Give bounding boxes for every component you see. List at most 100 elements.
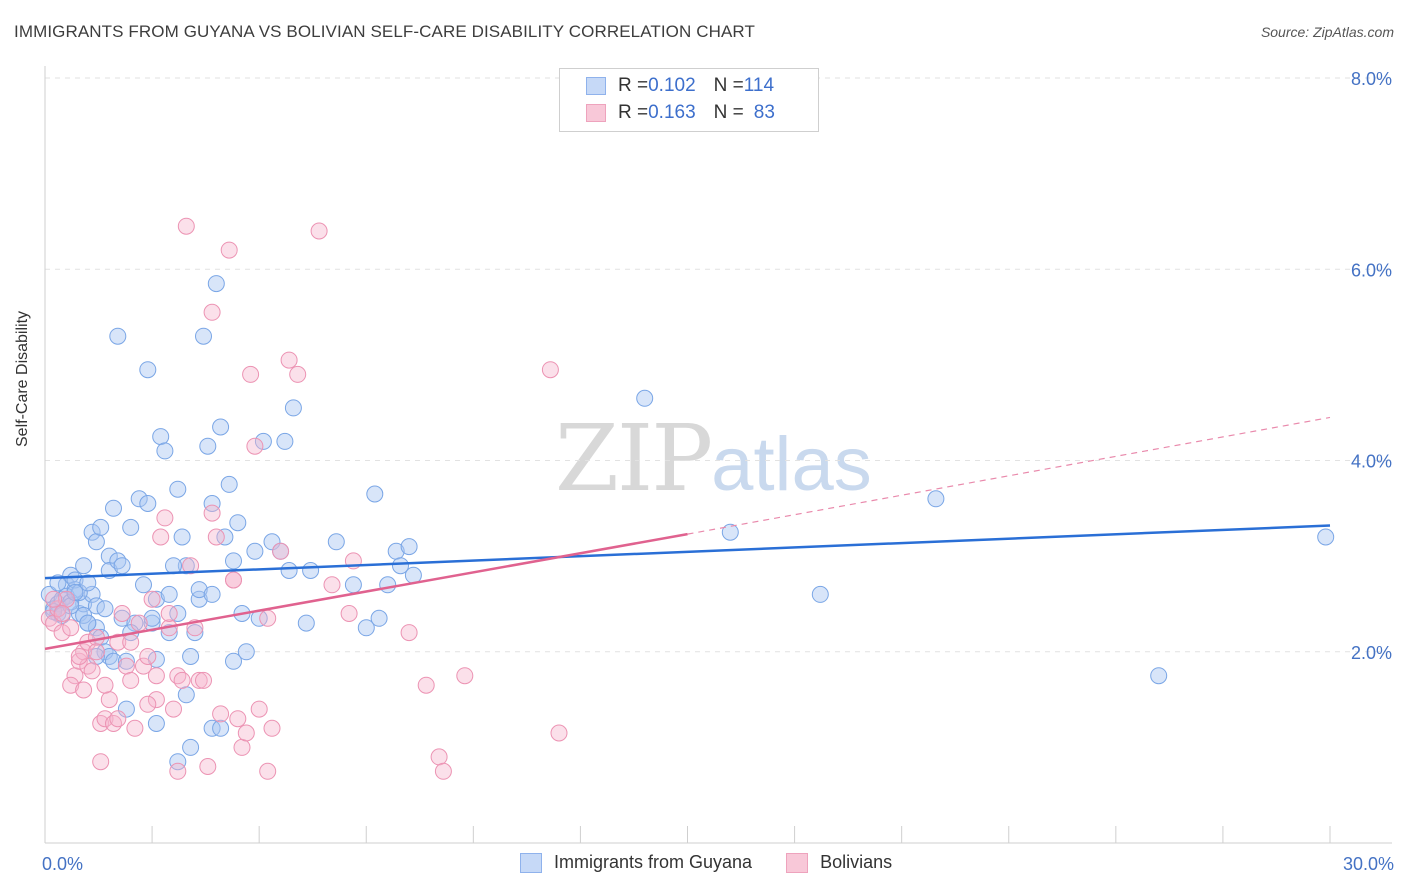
bolivian-point-81: [122, 633, 140, 651]
guyana-point-47: [186, 624, 204, 642]
legend-r-label-1: R =: [618, 75, 649, 96]
legend-n-value-2: 83: [753, 102, 775, 123]
bolivian-point-36: [177, 217, 195, 235]
guyana-point-108: [96, 600, 114, 618]
guyana-point-99: [177, 686, 195, 704]
bolivian-point-49: [242, 365, 260, 383]
bolivian-point-29: [147, 667, 165, 685]
bolivian-point-32: [156, 509, 174, 527]
legend-r-value-1: 0.102: [648, 75, 696, 96]
bolivian-point-79: [75, 681, 93, 699]
bolivian-point-26: [135, 657, 152, 675]
bolivian-point-58: [323, 576, 341, 594]
bolivian-point-21: [109, 633, 127, 651]
legend-row-guyana: R = 0.102 N = 114: [586, 74, 774, 98]
bottom-legend-label-guyana: Immigrants from Guyana: [554, 852, 753, 872]
guyana-point-102: [169, 753, 187, 771]
guyana-point-56: [216, 528, 234, 546]
legend-r-value-2: 0.163: [648, 102, 696, 123]
guyana-point-70: [284, 399, 302, 417]
guyana-point-45: [173, 528, 191, 546]
guyana-point-24: [79, 574, 97, 592]
bolivian-point-55: [280, 351, 298, 369]
guyana-point-50: [195, 327, 212, 345]
bolivian-point-25: [130, 614, 148, 632]
bolivian-point-38: [190, 671, 208, 689]
guyana-point-64: [246, 542, 264, 560]
guyana-point-42: [152, 428, 170, 446]
bolivian-point-23: [117, 657, 135, 675]
bolivian-point-60: [340, 605, 358, 622]
guyana-point-105: [182, 738, 200, 756]
guyana-point-97: [165, 557, 182, 575]
guyana-point-48: [182, 648, 200, 665]
bolivian-point-27: [139, 648, 157, 665]
bolivian-point-75: [229, 710, 247, 728]
bottom-legend-label-bolivians: Bolivians: [820, 852, 893, 872]
bolivian-point-56: [289, 365, 307, 383]
guyana-point-89: [1317, 528, 1335, 546]
guyana-point-76: [357, 619, 375, 637]
bolivian-point-73: [169, 762, 187, 780]
bolivian-point-77: [139, 695, 157, 713]
guyana-point-62: [225, 652, 242, 670]
guyana-point-25: [83, 523, 101, 541]
bottom-legend-guyana: Immigrants from Guyana: [520, 852, 752, 873]
watermark-atlas: atlas: [711, 422, 872, 507]
guyana-point-33: [117, 652, 135, 670]
bolivian-point-40: [203, 303, 221, 321]
guyana-point-101: [117, 700, 135, 718]
guyana-point-34: [122, 518, 140, 536]
guyana-point-85: [721, 523, 739, 541]
guyana-point-19: [105, 652, 122, 670]
guyana-point-57: [225, 552, 242, 570]
guyana-point-95: [126, 614, 144, 632]
guyana-point-43: [156, 442, 174, 460]
bolivian-point-50: [246, 437, 264, 455]
guyana-point-92: [75, 606, 93, 624]
guyana-trend-line: [44, 524, 1331, 580]
guyana-point-107: [143, 609, 161, 627]
bolivian-point-68: [182, 557, 200, 575]
bolivian-point-12: [62, 676, 80, 694]
bolivian-point-28: [143, 590, 161, 608]
bolivian-point-74: [259, 762, 277, 780]
guyana-point-82: [400, 538, 418, 556]
guyana-point-54: [199, 437, 217, 455]
guyana-point-28: [100, 547, 118, 565]
guyana-point-60: [229, 514, 247, 532]
bolivian-point-39: [195, 671, 212, 689]
bolivian-point-64: [434, 762, 452, 780]
guyana-point-32: [113, 609, 131, 627]
guyana-point-100: [147, 715, 165, 732]
guyana-point-49: [190, 590, 208, 608]
bolivian-point-10: [45, 590, 63, 608]
bolivian-point-18: [100, 691, 118, 709]
bolivian-point-7: [70, 652, 88, 670]
bolivian-point-3: [53, 624, 71, 642]
y-tick-label-0: 2.0%: [1351, 643, 1392, 663]
bolivian-point-34: [165, 700, 182, 718]
guyana-point-71: [276, 432, 294, 450]
x-tick-label-0: 0.0%: [42, 854, 83, 874]
legend-row-bolivians: R = 0.163 N = 83: [586, 101, 775, 125]
legend-n-label-2: N =: [713, 102, 744, 123]
bolivian-point-82: [87, 643, 105, 661]
bolivian-trend-extension: [687, 416, 1331, 535]
x-tick-label-1: 30.0%: [1343, 854, 1394, 874]
guyana-point-104: [212, 719, 230, 737]
guyana-point-87: [927, 490, 945, 508]
guyana-point-109: [66, 584, 84, 601]
guyana-point-98: [169, 605, 187, 622]
guyana-point-74: [327, 533, 345, 551]
guyana-point-88: [1150, 667, 1168, 685]
bolivian-point-61: [400, 624, 418, 642]
bolivian-point-53: [263, 719, 281, 737]
bolivian-point-51: [250, 700, 268, 718]
bolivian-point-17: [96, 710, 114, 728]
watermark-zip: ZIP: [555, 405, 713, 512]
bolivian-point-47: [233, 738, 251, 756]
bolivian-point-72: [92, 753, 110, 771]
guyana-point-44: [169, 480, 187, 498]
bottom-legend: Immigrants from Guyana Bolivians: [520, 852, 926, 873]
